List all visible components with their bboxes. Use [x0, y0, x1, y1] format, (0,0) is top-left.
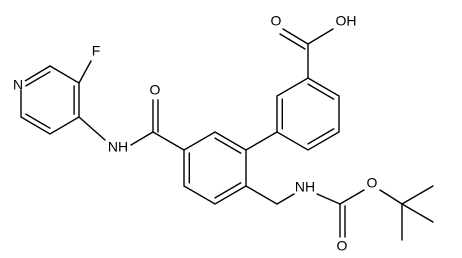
- atom-label: NH: [108, 139, 128, 155]
- bond: [78, 60, 92, 84]
- bond: [339, 189, 365, 205]
- atom-label: NH: [295, 179, 315, 195]
- double-bond: [25, 113, 51, 129]
- bond: [152, 131, 185, 151]
- bonds: [20, 28, 434, 241]
- bond: [379, 189, 403, 205]
- double-bond: [307, 83, 335, 100]
- benzoic-ring: [276, 77, 340, 151]
- atom-label: O: [367, 175, 378, 191]
- double-bond: [214, 137, 242, 154]
- atom-label: F: [92, 43, 101, 59]
- atom-label: N: [13, 77, 23, 93]
- bond: [316, 193, 341, 205]
- central-ring: [183, 131, 247, 205]
- bond: [401, 185, 434, 205]
- bond: [78, 116, 106, 141]
- atom-label: O: [150, 82, 161, 98]
- double-bond: [307, 128, 335, 145]
- bond: [130, 131, 154, 146]
- bond: [282, 28, 309, 45]
- bond: [401, 203, 434, 223]
- atom-label: OH: [336, 13, 357, 29]
- bond: [245, 185, 278, 205]
- double-bond: [279, 33, 306, 50]
- bond: [245, 131, 278, 151]
- atom-label: O: [337, 238, 348, 254]
- double-bond: [25, 71, 51, 87]
- double-bond: [214, 182, 242, 199]
- atom-label: O: [271, 13, 282, 29]
- atom-labels: N F NH O O OH NH O O: [13, 13, 378, 254]
- pyridine-ring: [20, 65, 80, 135]
- bond: [276, 193, 295, 205]
- bond: [307, 28, 334, 45]
